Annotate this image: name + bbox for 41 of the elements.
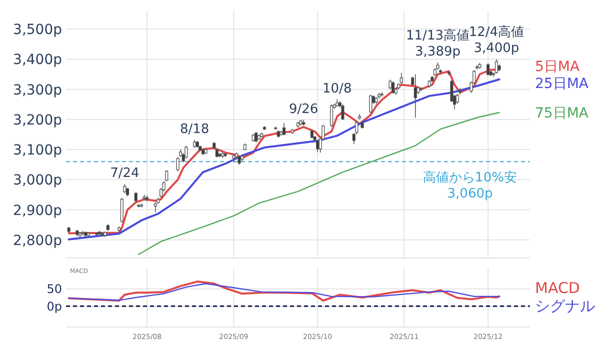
candlestick xyxy=(154,202,157,213)
text: 25日MA xyxy=(535,76,589,92)
y-tick-label: 3,100p xyxy=(13,142,62,159)
candlestick xyxy=(330,104,334,128)
y-tick-label: 2,800p xyxy=(13,232,62,249)
y-tick-label: 3,000p xyxy=(13,172,62,189)
candlestick xyxy=(165,170,168,182)
text: MACD xyxy=(535,278,580,297)
text: 5日MA xyxy=(535,59,580,76)
candlestick xyxy=(316,140,320,153)
candlestick xyxy=(123,184,126,194)
annotation: 7/24 xyxy=(110,166,140,182)
candlestick xyxy=(120,197,124,223)
candlestick xyxy=(494,58,498,74)
y-tick-label: 3,300p xyxy=(13,82,62,98)
candlestick xyxy=(254,132,258,143)
text: 75日MA xyxy=(535,106,589,122)
text: シグナル xyxy=(535,296,595,315)
y-tick-label: 3,500p xyxy=(13,22,62,38)
candlestick xyxy=(176,156,180,172)
annotation: 10/8 xyxy=(322,81,352,96)
y-tick-label: 50 xyxy=(46,282,62,296)
candlestick xyxy=(486,63,490,76)
y-tick-label: 3,400p xyxy=(13,52,62,68)
candlestick xyxy=(341,104,344,120)
candlestick xyxy=(369,94,372,114)
candlestick xyxy=(134,192,138,203)
y-tick-label: 3,200p xyxy=(13,112,62,128)
candlestick xyxy=(388,79,392,90)
candlestick xyxy=(238,155,241,166)
candlestick xyxy=(400,72,403,84)
candlestick xyxy=(282,122,286,136)
annotation: 8/18 xyxy=(180,122,210,137)
y-tick-label: 0p xyxy=(46,299,62,314)
candlestick xyxy=(184,146,188,159)
ref-line-label: 高値から10%安 3,060p xyxy=(423,170,517,202)
candlestick xyxy=(391,81,395,94)
annotation: 12/4高値 3,400p xyxy=(468,24,524,56)
y-tick-label: 2,900p xyxy=(13,202,62,219)
annotation: 9/26 xyxy=(288,102,318,118)
annotation: 11/13高値 3,389p xyxy=(406,28,470,60)
